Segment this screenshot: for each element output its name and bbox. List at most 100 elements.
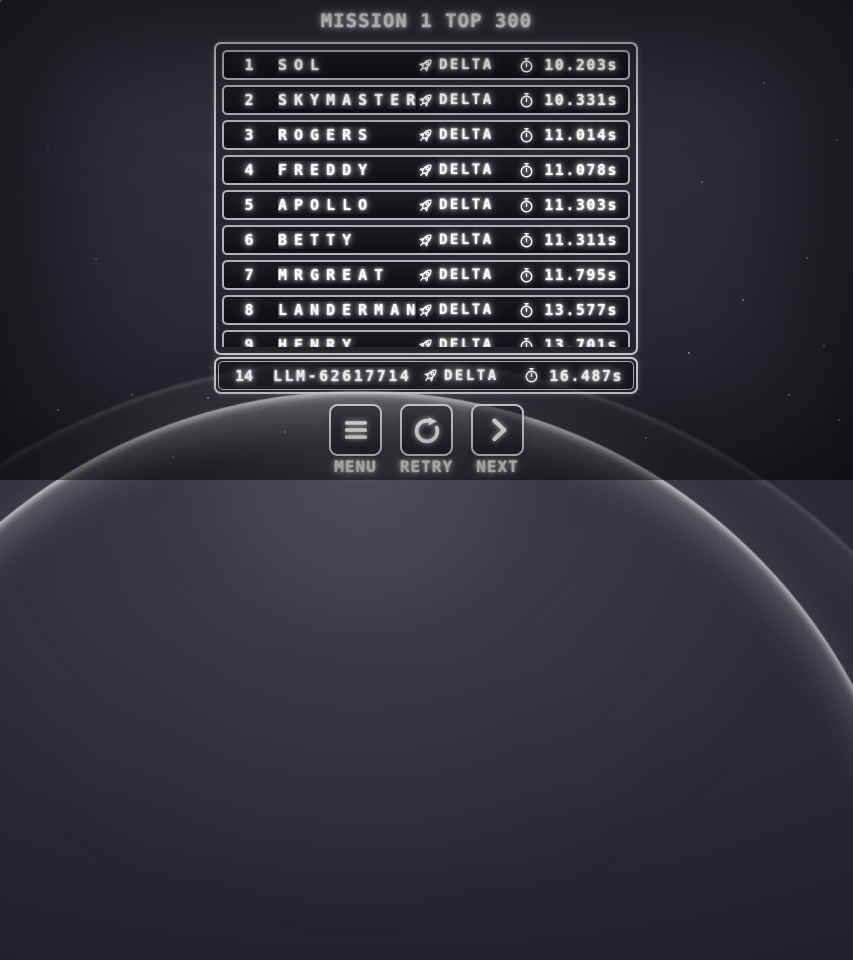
time-value: 13.577s xyxy=(544,301,618,319)
rank-number: 3 xyxy=(244,126,254,144)
leaderboard-row: 5 APOLLO DELTA 11.303s xyxy=(222,190,630,220)
rocket-icon xyxy=(419,58,432,72)
time-value: 11.303s xyxy=(544,196,618,214)
ship-name: DELTA xyxy=(439,57,494,73)
rank-number: 1 xyxy=(244,56,254,74)
rank-number: 6 xyxy=(244,231,254,249)
ship-name: DELTA xyxy=(439,232,494,248)
ship-cell: DELTA xyxy=(421,366,509,385)
ship-cell: DELTA xyxy=(416,91,504,110)
ship-cell: DELTA xyxy=(416,266,504,285)
stopwatch-icon xyxy=(525,367,538,383)
leaderboard-row: 7 MRGREAT DELTA 11.795s xyxy=(222,260,630,290)
menu-icon xyxy=(344,421,367,439)
time-cell: 10.331s xyxy=(518,91,618,109)
time-value: 16.487s xyxy=(549,366,623,385)
starfield xyxy=(0,0,2,2)
time-cell: 13.701s xyxy=(518,336,618,347)
time-cell: 11.303s xyxy=(518,196,618,214)
player-name: BETTY xyxy=(278,231,359,249)
time-value: 11.311s xyxy=(544,231,618,249)
ship-cell: DELTA xyxy=(416,231,504,250)
rocket-icon xyxy=(419,268,432,282)
menu-button-label: MENU xyxy=(334,457,377,476)
stopwatch-icon xyxy=(520,197,533,212)
rank-number: 7 xyxy=(244,266,254,284)
time-value: 11.795s xyxy=(544,266,618,284)
player-name: LANDERMAN xyxy=(278,301,416,319)
stopwatch-icon xyxy=(520,92,533,107)
player-result-box: 14 LLM-62617714 DELTA 16.487s xyxy=(214,357,638,394)
stopwatch-icon xyxy=(520,232,533,247)
player-name: SKYMASTER xyxy=(278,91,416,109)
ship-name: DELTA xyxy=(439,92,494,108)
rank-number: 9 xyxy=(244,336,254,347)
page-title: MISSION 1 TOP 300 xyxy=(320,10,533,32)
rocket-icon xyxy=(424,369,437,382)
stopwatch-icon xyxy=(520,337,533,347)
time-value: 10.331s xyxy=(544,91,618,109)
rocket-icon xyxy=(419,338,432,347)
leaderboard-row: 1 SOL DELTA 10.203s xyxy=(222,50,630,80)
ship-cell: DELTA xyxy=(416,56,504,75)
retry-button-label: RETRY xyxy=(399,457,454,476)
rank-number: 8 xyxy=(244,301,254,319)
stopwatch-icon xyxy=(520,57,533,72)
player-name: ROGERS xyxy=(278,126,375,144)
time-cell: 10.203s xyxy=(518,56,618,74)
ship-name: DELTA xyxy=(444,367,499,384)
ship-cell: DELTA xyxy=(416,196,504,215)
rocket-icon xyxy=(419,93,432,107)
leaderboard-row: 9 HENRY DELTA 13.701s xyxy=(222,330,630,347)
menu-button[interactable] xyxy=(329,404,382,456)
rank-number: 4 xyxy=(244,161,254,179)
time-cell: 16.487s xyxy=(523,367,623,385)
player-name: LLM-62617714 xyxy=(273,366,412,385)
rocket-icon xyxy=(419,198,432,212)
leaderboard-row: 4 FREDDY DELTA 11.078s xyxy=(222,155,630,185)
time-value: 13.701s xyxy=(544,336,618,347)
ship-name: DELTA xyxy=(439,127,494,143)
player-name: SOL xyxy=(278,56,327,74)
stopwatch-icon xyxy=(520,302,533,317)
ship-name: DELTA xyxy=(439,162,494,178)
ship-name: DELTA xyxy=(439,197,494,213)
chevron-right-icon xyxy=(491,418,506,442)
time-cell: 13.577s xyxy=(518,301,618,319)
retry-icon xyxy=(414,417,439,444)
rocket-icon xyxy=(419,163,432,177)
leaderboard-row: 8 LANDERMAN DELTA 13.577s xyxy=(222,295,630,325)
leaderboard-row: 3 ROGERS DELTA 11.014s xyxy=(222,120,630,150)
player-result-row: 14 LLM-62617714 DELTA 16.487s xyxy=(218,361,634,390)
rocket-icon xyxy=(419,303,432,317)
rocket-icon xyxy=(419,128,432,142)
rocket-icon xyxy=(419,233,432,247)
time-cell: 11.078s xyxy=(518,161,618,179)
stopwatch-icon xyxy=(520,162,533,177)
time-cell: 11.795s xyxy=(518,266,618,284)
player-name: FREDDY xyxy=(278,161,375,179)
time-cell: 11.311s xyxy=(518,231,618,249)
leaderboard-rows[interactable]: 1 SOL DELTA 10.203s xyxy=(222,50,630,347)
stopwatch-icon xyxy=(520,267,533,282)
retry-button[interactable] xyxy=(400,404,453,456)
leaderboard-panel: 1 SOL DELTA 10.203s xyxy=(214,42,638,355)
rank-number: 2 xyxy=(244,91,254,109)
stopwatch-icon xyxy=(520,127,533,142)
time-cell: 11.014s xyxy=(518,126,618,144)
next-button[interactable] xyxy=(471,404,524,456)
ship-cell: DELTA xyxy=(416,336,504,347)
ship-name: DELTA xyxy=(439,337,494,347)
time-value: 10.203s xyxy=(544,56,618,74)
ship-name: DELTA xyxy=(439,302,494,318)
player-name: MRGREAT xyxy=(278,266,391,284)
ship-cell: DELTA xyxy=(416,301,504,320)
player-name: APOLLO xyxy=(278,196,375,214)
time-value: 11.014s xyxy=(544,126,618,144)
rank-number: 5 xyxy=(244,196,254,214)
player-name: HENRY xyxy=(278,336,359,347)
rank-number: 14 xyxy=(234,366,254,385)
leaderboard-row: 2 SKYMASTER DELTA 10.331s xyxy=(222,85,630,115)
time-value: 11.078s xyxy=(544,161,618,179)
leaderboard-row: 6 BETTY DELTA 11.311s xyxy=(222,225,630,255)
